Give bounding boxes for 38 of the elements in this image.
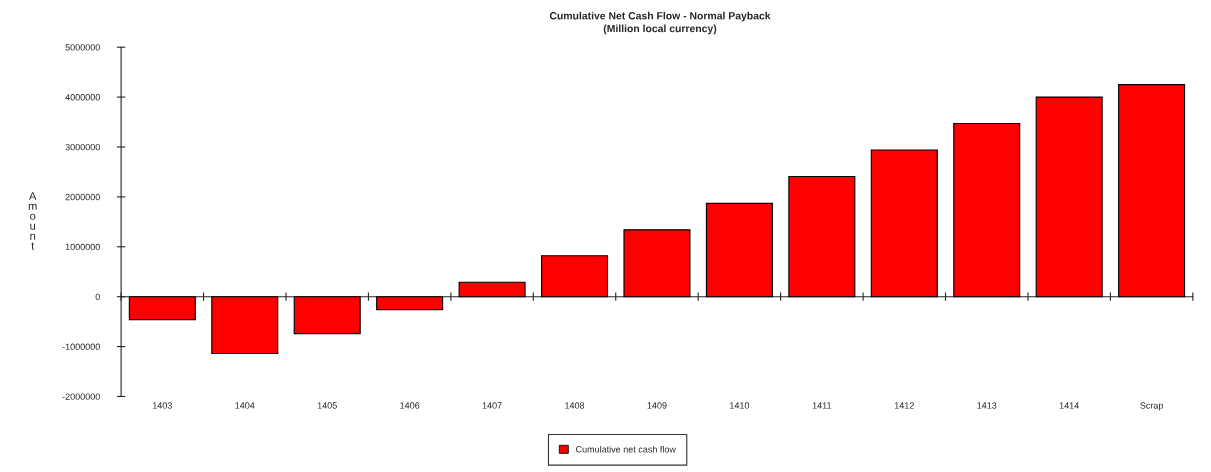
x-tick-label: 1403 <box>152 402 172 409</box>
x-tick-label: 1410 <box>730 402 750 409</box>
x-tick-label: 1411 <box>812 402 832 409</box>
x-tick-label: 1408 <box>565 402 585 409</box>
bar <box>376 296 444 311</box>
y-tick-label: -2000000 <box>62 393 100 400</box>
x-tick-label: 1406 <box>400 402 420 409</box>
x-tick-label: 1414 <box>1059 402 1079 409</box>
y-tick-label: 3000000 <box>65 143 100 151</box>
y-tick-label: 5000000 <box>65 44 100 51</box>
bar <box>293 296 361 335</box>
bar <box>1118 84 1186 298</box>
y-axis-title: Amount <box>28 192 37 250</box>
x-tick-label: 1412 <box>894 402 914 409</box>
y-tick-label: 4000000 <box>65 94 100 101</box>
bar <box>540 255 609 298</box>
bar <box>870 149 938 298</box>
bar <box>128 296 196 321</box>
x-tick-label: 1404 <box>235 402 255 409</box>
x-tick-label: 1413 <box>977 402 997 409</box>
chart-subtitle: (Million local currency) <box>603 24 717 35</box>
x-tick-label: 1405 <box>317 402 337 409</box>
bar <box>211 296 279 355</box>
y-tick-label: 0 <box>95 293 100 301</box>
x-tick-label: 1409 <box>647 402 667 409</box>
bar <box>953 122 1021 298</box>
bar <box>458 281 526 298</box>
bar <box>623 229 691 298</box>
x-tick-label: Scrap <box>1140 402 1164 411</box>
y-tick-label: 2000000 <box>65 193 100 201</box>
legend-label: Cumulative net cash flow <box>576 445 676 453</box>
bar <box>788 175 856 298</box>
y-tick-label: -1000000 <box>62 343 100 350</box>
bar <box>1035 96 1103 298</box>
bar <box>705 202 773 298</box>
x-tick-label: 1407 <box>482 402 502 409</box>
chart-title: Cumulative Net Cash Flow - Normal Payback <box>549 11 771 22</box>
y-tick-label: 1000000 <box>65 243 100 251</box>
